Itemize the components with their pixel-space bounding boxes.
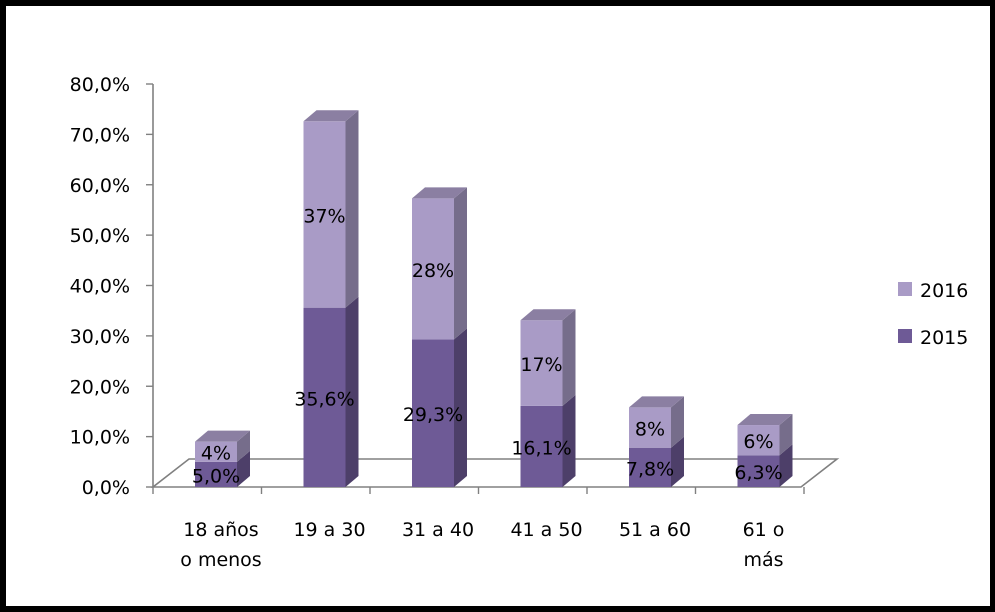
bar-top-2016 xyxy=(303,110,359,122)
bar-top-2016 xyxy=(629,396,684,408)
bar-2016 xyxy=(303,121,346,308)
bar-side-2016 xyxy=(237,430,250,462)
category-label: 51 a 60 xyxy=(619,519,691,541)
data-label-2015: 16,1% xyxy=(511,437,571,459)
bar-side-2015 xyxy=(671,436,684,487)
data-label-2016: 6% xyxy=(743,431,773,453)
bar-top-2016 xyxy=(412,187,467,199)
bar-side-2016 xyxy=(454,187,467,340)
bar-2016 xyxy=(520,320,563,406)
category-label: más xyxy=(743,549,783,571)
category-label: 41 a 50 xyxy=(510,519,582,541)
data-label-2016: 37% xyxy=(303,205,345,227)
y-tick-label: 40,0% xyxy=(70,276,130,298)
legend-label-2015: 2015 xyxy=(920,327,968,349)
bar-2015 xyxy=(520,405,563,487)
bar-2016 xyxy=(195,441,237,462)
bar-top-2016 xyxy=(520,309,576,321)
data-label-2016: 28% xyxy=(412,260,454,282)
bar-side-2016 xyxy=(562,309,576,406)
bar-side-2016 xyxy=(671,396,684,448)
y-tick-label: 0,0% xyxy=(82,477,130,499)
data-label-2015: 29,3% xyxy=(403,404,463,426)
bar-side-2015 xyxy=(454,328,467,487)
bar-side-2015 xyxy=(237,450,250,487)
chart-floor xyxy=(150,458,840,488)
bar-2016 xyxy=(737,425,780,456)
x-axis-labels: 18 años o menos 19 a 30 31 a 40 41 a 50 51 a … xyxy=(180,519,784,571)
bar-2015 xyxy=(629,447,671,487)
bar-side-2015 xyxy=(779,444,793,487)
y-tick-label: 50,0% xyxy=(70,225,130,247)
bar-2015 xyxy=(195,461,237,487)
bar-side-2016 xyxy=(345,110,359,308)
bar-side-2015 xyxy=(345,296,359,487)
data-labels: 5,0%4% 35,6% 37% 29,3% 28% 16,1% 17% 7,8% 8% 6,3%… xyxy=(192,205,783,487)
bars xyxy=(195,110,793,487)
y-tick-label: 20,0% xyxy=(70,376,130,398)
bar-2015 xyxy=(737,455,780,487)
data-label-2015: 5,0% xyxy=(192,465,240,487)
bar-top-2016 xyxy=(195,430,250,442)
floor-plane xyxy=(150,458,840,488)
category-label: o menos xyxy=(180,549,261,571)
legend-swatch-2016 xyxy=(898,282,912,296)
category-label: 18 años xyxy=(183,519,258,541)
bar-side-2016 xyxy=(779,414,793,456)
bar-2015 xyxy=(412,339,454,487)
legend-swatch-2015 xyxy=(898,329,912,343)
category-label: 19 a 30 xyxy=(293,519,365,541)
data-label-2016: 4% xyxy=(201,443,231,465)
y-tick-label: 80,0% xyxy=(70,74,130,96)
data-label-2016: 8% xyxy=(635,419,665,441)
category-label: 61 o xyxy=(743,519,785,541)
data-label-2015: 7,8% xyxy=(626,458,674,480)
y-tick-label: 60,0% xyxy=(70,175,130,197)
bar-top-2016 xyxy=(737,414,793,426)
data-label-2015: 35,6% xyxy=(294,388,354,410)
bar-2016 xyxy=(412,198,454,340)
category-label: 31 a 40 xyxy=(402,519,474,541)
legend-label-2016: 2016 xyxy=(920,280,968,302)
bar-2016 xyxy=(629,407,671,448)
bar-2015 xyxy=(303,307,346,487)
y-tick-label: 10,0% xyxy=(70,427,130,449)
bar-side-2015 xyxy=(562,394,576,487)
data-label-2016: 17% xyxy=(520,354,562,376)
legend: 2016 2015 xyxy=(898,280,968,349)
y-axis: 0,0% 10,0% 20,0% 30,0% 40,0% 50,0% 60,0% 70,0% 8… xyxy=(70,74,805,499)
y-tick-label: 70,0% xyxy=(70,124,130,146)
y-tick-label: 30,0% xyxy=(70,326,130,348)
data-label-2015: 6,3% xyxy=(734,462,782,484)
